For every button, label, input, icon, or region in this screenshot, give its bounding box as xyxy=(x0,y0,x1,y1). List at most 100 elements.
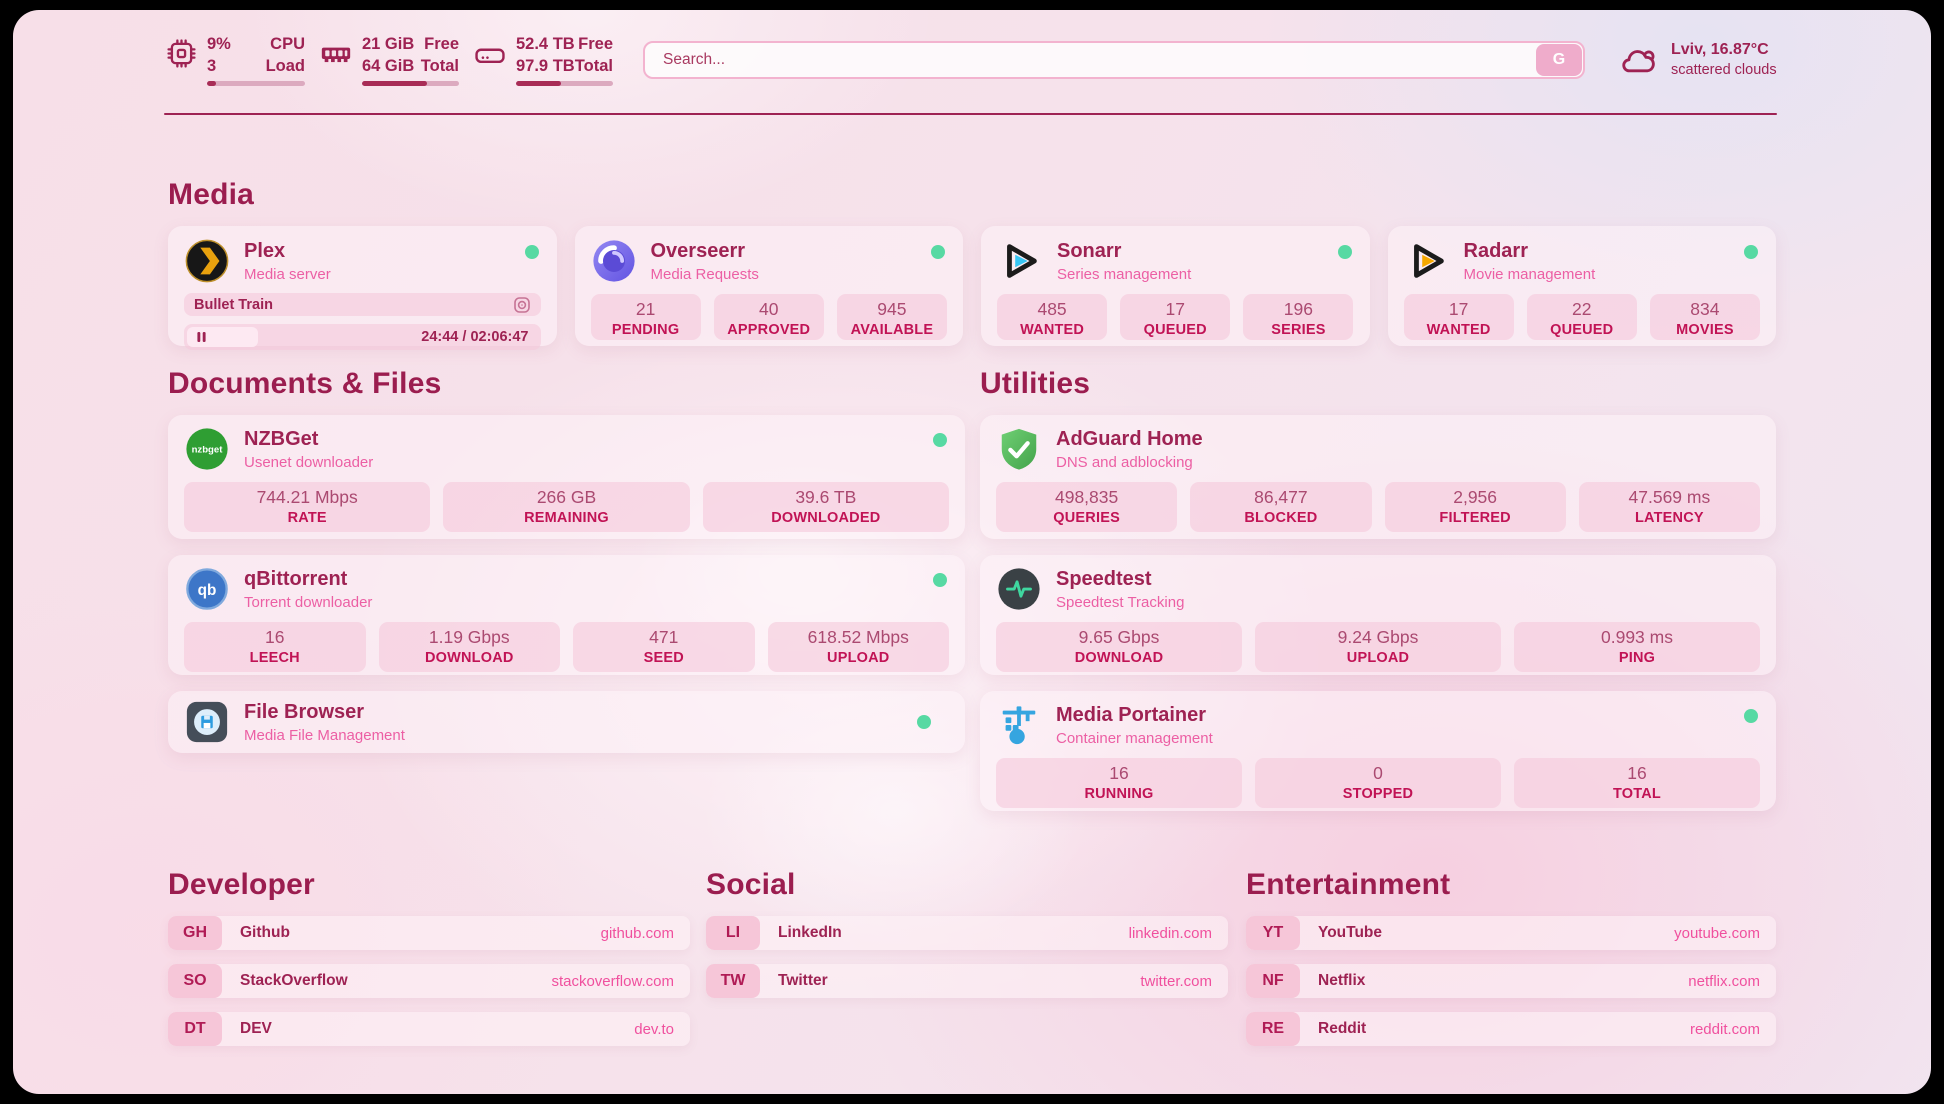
service-subtitle: Speedtest Tracking xyxy=(1056,593,1185,611)
status-dot xyxy=(933,573,947,587)
section-developer: Developer GH Github github.com SO StackO… xyxy=(168,868,690,1046)
playback-progress-bar[interactable]: 24:44 / 02:06:47 xyxy=(184,324,541,350)
stat-tile: 16 TOTAL xyxy=(1514,758,1760,808)
memory-widget: 21 GiB 64 GiB Free Total xyxy=(319,34,459,86)
disk-progress-bar xyxy=(516,80,613,86)
playback-time: 24:44 / 02:06:47 xyxy=(421,329,529,345)
service-subtitle: Usenet downloader xyxy=(244,453,374,471)
section-title-social: Social xyxy=(706,868,796,901)
bookmark-twitter[interactable]: TW Twitter twitter.com xyxy=(706,964,1228,998)
weather-location-temperature: Lviv, 16.87°C xyxy=(1671,41,1769,59)
portainer-icon xyxy=(1002,706,1036,745)
memory-progress-fill xyxy=(362,80,427,86)
bookmark-url: dev.to xyxy=(634,1020,674,1038)
section-title-documents: Documents & Files xyxy=(168,367,442,400)
section-social: Social LI LinkedIn linkedin.com TW Twitt… xyxy=(706,868,1228,998)
stat-tile: 744.21 Mbps RATE xyxy=(184,482,431,532)
service-name: Media Portainer xyxy=(1056,703,1207,726)
weather-condition: scattered clouds xyxy=(1671,61,1777,78)
header-bar: 9% 3 CPU Load xyxy=(165,28,1779,92)
service-card-sonarr[interactable]: Sonarr Series management 485 WANTED 17 QUE… xyxy=(981,226,1370,346)
bookmark-url: youtube.com xyxy=(1674,924,1760,942)
search-provider-button[interactable]: G xyxy=(1536,44,1582,76)
bookmark-stackoverflow[interactable]: SO StackOverflow stackoverflow.com xyxy=(168,964,690,998)
stat-tile: 0.993 ms PING xyxy=(1514,622,1760,672)
ram-icon xyxy=(321,48,351,63)
service-card-qbittorrent[interactable]: qb qBittorrent Torrent downloader 16 LEEC… xyxy=(168,555,965,675)
service-subtitle: Container management xyxy=(1056,729,1213,747)
qbittorrent-icon: qb xyxy=(186,568,228,610)
stat-tile: 16 RUNNING xyxy=(996,758,1242,808)
search-input[interactable] xyxy=(643,41,1585,79)
stat-tile: 945 AVAILABLE xyxy=(836,294,947,340)
section-entertainment: Entertainment YT YouTube youtube.com NF … xyxy=(1246,868,1776,1046)
stat-tile: 618.52 Mbps UPLOAD xyxy=(767,622,949,672)
disk-free-value: 52.4 TB xyxy=(516,35,575,54)
stat-tile: 196 SERIES xyxy=(1243,294,1354,340)
stat-tile: 9.65 Gbps DOWNLOAD xyxy=(996,622,1242,672)
now-playing-session-icon[interactable] xyxy=(513,296,531,314)
bookmark-youtube[interactable]: YT YouTube youtube.com xyxy=(1246,916,1776,950)
bookmark-url: netflix.com xyxy=(1688,972,1760,990)
search-bar: G xyxy=(643,41,1585,79)
bookmark-netflix[interactable]: NF Netflix netflix.com xyxy=(1246,964,1776,998)
stat-tile: 471 SEED xyxy=(573,622,755,672)
stat-tile: 22 QUEUED xyxy=(1526,294,1637,340)
service-subtitle: Torrent downloader xyxy=(244,593,373,611)
bookmark-name: LinkedIn xyxy=(778,924,842,941)
weather-widget: Lviv, 16.87°C scattered clouds xyxy=(1619,40,1779,80)
service-card-nzbget[interactable]: nzbget NZBGet Usenet downloader 744.21 M… xyxy=(168,415,965,539)
service-subtitle: Media File Management xyxy=(244,726,405,744)
disk-label-bottom: Total xyxy=(574,56,613,75)
bookmark-url: stackoverflow.com xyxy=(551,972,674,990)
service-card-filebrowser[interactable]: File Browser Media File Management xyxy=(168,691,965,753)
adguard-icon xyxy=(1001,428,1037,470)
bookmark-dev[interactable]: DT DEV dev.to xyxy=(168,1012,690,1046)
bookmark-abbr: LI xyxy=(706,916,760,950)
plex-icon xyxy=(185,239,229,283)
section-title-media: Media xyxy=(168,178,255,211)
service-card-plex[interactable]: Plex Media server Bullet Train xyxy=(168,226,557,350)
disk-progress-fill xyxy=(516,80,561,86)
cpu-progress-fill xyxy=(207,80,216,86)
cloud-icon xyxy=(1622,50,1655,73)
header-divider xyxy=(164,113,1777,115)
bookmark-linkedin[interactable]: LI LinkedIn linkedin.com xyxy=(706,916,1228,950)
service-card-adguard[interactable]: AdGuard Home DNS and adblocking 498,835 Q… xyxy=(980,415,1776,539)
bookmark-reddit[interactable]: RE Reddit reddit.com xyxy=(1246,1012,1776,1046)
bookmark-name: Twitter xyxy=(778,972,828,989)
bookmark-name: YouTube xyxy=(1318,924,1382,941)
section-title-entertainment: Entertainment xyxy=(1246,868,1451,901)
service-name: Radarr xyxy=(1463,239,1528,262)
bookmark-abbr: GH xyxy=(168,916,222,950)
status-dot xyxy=(524,245,539,259)
bookmark-name: Netflix xyxy=(1318,972,1366,989)
service-card-media-portainer[interactable]: Media Portainer Container management 16 R… xyxy=(980,691,1776,811)
stat-tile: 21 PENDING xyxy=(590,294,701,340)
disk-widget: 52.4 TB 97.9 TB Free Total xyxy=(473,34,613,86)
service-card-overseerr[interactable]: Overseerr Media Requests 21 PENDING 40 APP… xyxy=(574,226,963,346)
bookmark-url: linkedin.com xyxy=(1128,924,1212,942)
service-card-speedtest[interactable]: Speedtest Speedtest Tracking 9.65 Gbps DO… xyxy=(980,555,1776,675)
svg-text:qb: qb xyxy=(198,582,217,599)
overseerr-icon xyxy=(592,240,635,282)
section-title-utilities: Utilities xyxy=(980,367,1091,400)
stat-tile: 2,956 FILTERED xyxy=(1384,482,1566,532)
pause-icon[interactable] xyxy=(195,331,208,344)
stat-tile: 1.19 Gbps DOWNLOAD xyxy=(378,622,560,672)
service-card-radarr[interactable]: Radarr Movie management 17 WANTED 22 QUEUE… xyxy=(1387,226,1776,346)
dashboard-screen: 9% 3 CPU Load xyxy=(13,10,1931,1094)
service-name: Overseerr xyxy=(650,239,746,262)
bookmark-abbr: SO xyxy=(168,964,222,998)
section-documents-files: Documents & Files nzbget NZBGet Usenet d… xyxy=(168,367,965,753)
service-name: File Browser xyxy=(244,700,365,723)
stat-tile: 485 WANTED xyxy=(997,294,1108,340)
stat-tile: 0 STOPPED xyxy=(1255,758,1501,808)
bookmark-url: twitter.com xyxy=(1140,972,1212,990)
status-dot xyxy=(1744,245,1758,259)
status-dot xyxy=(931,245,945,259)
filebrowser-icon xyxy=(186,701,228,743)
status-dot xyxy=(1744,709,1758,723)
bookmark-github[interactable]: GH Github github.com xyxy=(168,916,690,950)
